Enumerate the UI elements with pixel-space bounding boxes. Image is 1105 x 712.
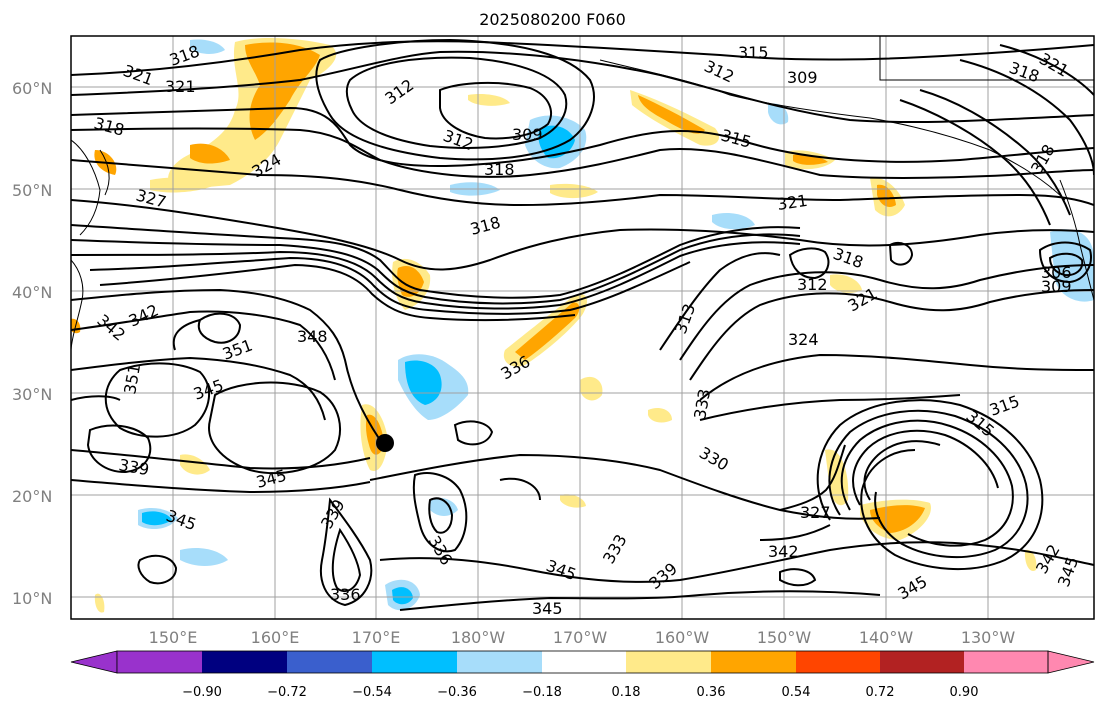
map-title: 2025080200 F060 [479,10,626,29]
colorbar-tick-label: −0.54 [352,685,392,700]
lat-label: 50°N [12,181,52,200]
colorbar-cell [796,651,880,673]
lat-label: 40°N [12,283,52,302]
contour-lines [71,38,1094,611]
colorbar-tick-label: 0.72 [866,685,895,700]
colorbar [70,650,1095,674]
colorbar-tick-label: −0.90 [182,685,222,700]
contour-label: 336 [330,585,361,604]
contour-label: 309 [787,68,818,87]
lon-label: 130°W [961,628,1016,647]
graticule [71,36,1094,619]
contour-label: 345 [532,599,563,618]
colorbar-cell [372,651,457,673]
colorbar-cell [287,651,372,673]
lon-label: 170°W [553,628,608,647]
colorbar-cell [626,651,711,673]
colorbar-cell [117,651,202,673]
contour-label: 312 [797,275,828,294]
map-frame [70,35,1095,620]
contour-label: 315 [738,43,769,62]
contour-label: 348 [297,327,328,346]
colorbar-tick-label: −0.36 [437,685,477,700]
colorbar-tick-label: −0.18 [522,685,562,700]
contour-label: 324 [788,330,819,349]
lat-label: 30°N [12,385,52,404]
lon-label: 180°W [451,628,506,647]
contour-label: 327 [800,503,831,522]
lat-label: 60°N [12,79,52,98]
colorbar-cell [964,651,1048,673]
lat-label: 10°N [12,589,52,608]
latitude-labels: 60°N 50°N 40°N 30°N 20°N 10°N [12,79,52,608]
colorbar-cell [457,651,542,673]
colorbar-cell [880,651,964,673]
lon-label: 140°W [859,628,914,647]
map-background [71,36,1094,619]
lon-label: 150°E [149,628,198,647]
colorbar-frame [116,650,1049,674]
lon-label: 160°W [655,628,710,647]
colorbar-tick-label: 0.36 [697,685,726,700]
lon-label: 160°E [251,628,300,647]
contour-label: 342 [768,542,799,561]
contour-label: 321 [776,191,809,214]
contour-label: 309 [1041,277,1072,296]
contour-label: 306 [1041,263,1072,282]
lat-label: 20°N [12,487,52,506]
contour-label: 309 [512,125,543,144]
colorbar-tick-label: 0.18 [612,685,641,700]
colorbar-tick-label: −0.72 [267,685,307,700]
contour-label: 318 [484,160,515,179]
colorbar-tick-label: 0.90 [950,685,979,700]
longitude-labels: 150°E 160°E 170°E 180°W 170°W 160°W 150°… [149,628,1016,647]
storm-marker [376,434,394,452]
contour-label: 321 [165,77,196,96]
colorbar-cell [542,651,626,673]
colorbar-cell [1047,650,1095,674]
colorbar-cell [711,651,796,673]
lon-label: 150°W [757,628,812,647]
colorbar-cell [202,651,287,673]
colorbar-cell [70,650,118,674]
lon-label: 170°E [352,628,401,647]
colorbar-tick-label: 0.54 [782,685,811,700]
colorbar-ticks: −0.90 −0.72 −0.54 −0.36 −0.18 0.18 0.36 … [182,685,978,700]
